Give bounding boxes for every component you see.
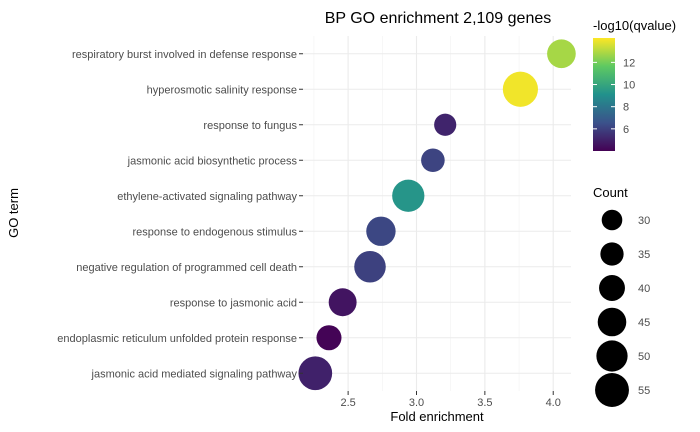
y-tick-label: jasmonic acid biosynthetic process	[127, 155, 298, 167]
data-point	[366, 216, 396, 246]
chart-title: BP GO enrichment 2,109 genes	[325, 10, 552, 27]
data-point	[316, 325, 342, 351]
y-tick-label: negative regulation of programmed cell d…	[76, 262, 297, 274]
size-legend-key	[601, 209, 623, 231]
size-legend-label: 40	[638, 283, 650, 295]
y-tick-label: ethylene-activated signaling pathway	[117, 191, 297, 203]
data-point	[354, 250, 386, 283]
colorbar	[593, 38, 615, 151]
colorbar-tick-label: 6	[623, 124, 629, 136]
colorbar-title: -log10(qvalue)	[593, 18, 676, 33]
y-axis-tick-labels: jasmonic acid mediated signaling pathway…	[57, 49, 297, 381]
x-axis-title: Fold enrichment	[390, 409, 484, 424]
colorbar-tick-label: 12	[623, 57, 635, 69]
x-axis-ticks	[347, 391, 554, 395]
data-point	[434, 113, 457, 136]
size-legend-key	[596, 340, 628, 372]
size-legend-label: 35	[638, 249, 650, 261]
colorbar-tick-label: 10	[623, 80, 635, 92]
y-tick-label: response to endogenous stimulus	[133, 226, 298, 238]
plot-panel	[298, 36, 576, 391]
size-legend-items: 30 35 40 45 50 55	[595, 209, 650, 407]
x-axis-tick-labels: 2.5 3.0 3.5 4.0	[340, 397, 560, 409]
data-point	[421, 148, 445, 173]
data-point	[328, 288, 357, 317]
size-legend-label: 30	[638, 215, 650, 227]
y-tick-label: jasmonic acid mediated signaling pathway	[91, 368, 298, 380]
y-tick-label: respiratory burst involved in defense re…	[72, 49, 297, 61]
y-tick-label: response to jasmonic acid	[170, 297, 297, 309]
data-point	[502, 71, 538, 107]
x-tick-label: 3.5	[477, 397, 492, 409]
size-legend-label: 50	[638, 351, 650, 363]
size-legend-key	[595, 373, 629, 407]
y-tick-label: response to fungus	[203, 120, 297, 132]
y-tick-label: hyperosmotic salinity response	[147, 84, 297, 96]
colorbar-tick-label: 8	[623, 102, 629, 114]
size-legend: Count 30 35 40 45 50 55	[593, 185, 650, 407]
size-legend-label: 55	[638, 385, 650, 397]
y-tick-label: endoplasmic reticulum unfolded protein r…	[57, 333, 297, 345]
size-legend-title: Count	[593, 185, 628, 200]
data-point	[392, 179, 425, 212]
x-tick-label: 4.0	[546, 397, 561, 409]
x-tick-label: 3.0	[409, 397, 424, 409]
size-legend-label: 45	[638, 317, 650, 329]
data-point	[547, 39, 576, 69]
y-axis-title: GO term	[6, 188, 21, 238]
colorbar-ticks: 6 8 10 12	[593, 57, 635, 136]
data-points	[298, 39, 576, 391]
size-legend-key	[599, 275, 625, 301]
y-axis-ticks	[299, 53, 303, 374]
size-legend-key	[600, 242, 624, 266]
colorbar-legend: -log10(qvalue) 6 8 10 12	[593, 18, 676, 151]
x-tick-label: 2.5	[340, 397, 355, 409]
size-legend-key	[597, 307, 627, 337]
data-point	[298, 356, 333, 391]
